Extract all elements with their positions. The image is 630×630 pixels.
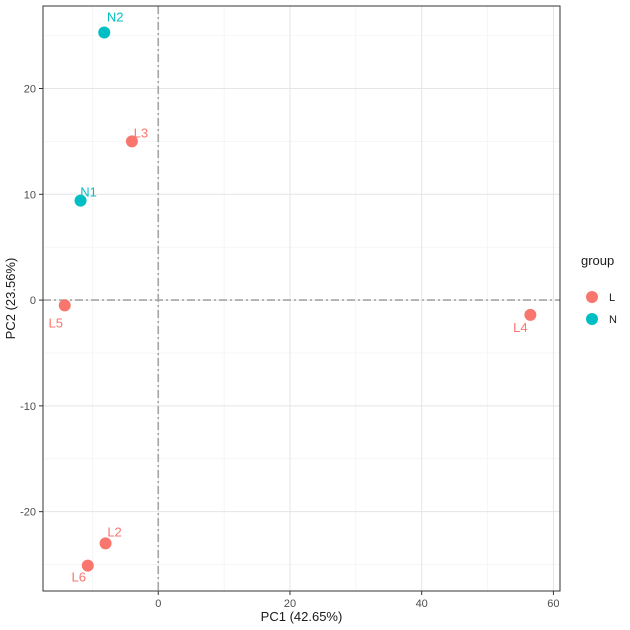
x-tick-label: 40	[416, 598, 428, 610]
x-tick-label: 0	[155, 598, 161, 610]
data-point-l3	[125, 135, 138, 148]
y-tick-label: 20	[24, 84, 36, 96]
legend-key-n	[586, 313, 598, 325]
x-tick-label: 20	[284, 598, 296, 610]
point-label-n2: N2	[107, 9, 124, 24]
point-label-l6: L6	[72, 570, 86, 585]
data-point-l6	[81, 559, 94, 572]
x-tick-label: 60	[547, 598, 559, 610]
legend-label-n: N	[609, 314, 617, 326]
legend-label-l: L	[609, 292, 615, 304]
data-point-l4	[524, 308, 537, 321]
data-point-l5	[58, 299, 71, 312]
panel-border	[42, 5, 561, 592]
point-labels: L3 L5 L4 L2 L6 N2 N1	[48, 9, 527, 584]
data-point-n2	[98, 26, 111, 39]
x-axis-title: PC1 (42.65%)	[261, 609, 343, 624]
data-points	[58, 26, 537, 572]
y-tick-label: 10	[24, 189, 36, 201]
legend: LN	[586, 291, 617, 326]
grid	[43, 6, 560, 591]
data-point-n1	[74, 194, 87, 207]
y-tick-label: -10	[20, 401, 36, 413]
point-label-l4: L4	[513, 320, 527, 335]
y-tick-label: 0	[30, 295, 36, 307]
legend-title: group	[581, 253, 614, 268]
axis-ticks: 0 20 40 60 -20 -10 0 10 20	[20, 84, 559, 610]
legend-key-l	[586, 291, 598, 303]
point-label-l3: L3	[134, 125, 148, 140]
y-axis-title: PC2 (23.56%)	[3, 258, 18, 340]
point-label-n1: N1	[80, 185, 97, 200]
reference-lines	[43, 6, 560, 591]
data-point-l2	[99, 537, 112, 550]
y-tick-label: -20	[20, 507, 36, 519]
point-label-l2: L2	[107, 524, 121, 539]
point-label-l5: L5	[48, 315, 62, 330]
